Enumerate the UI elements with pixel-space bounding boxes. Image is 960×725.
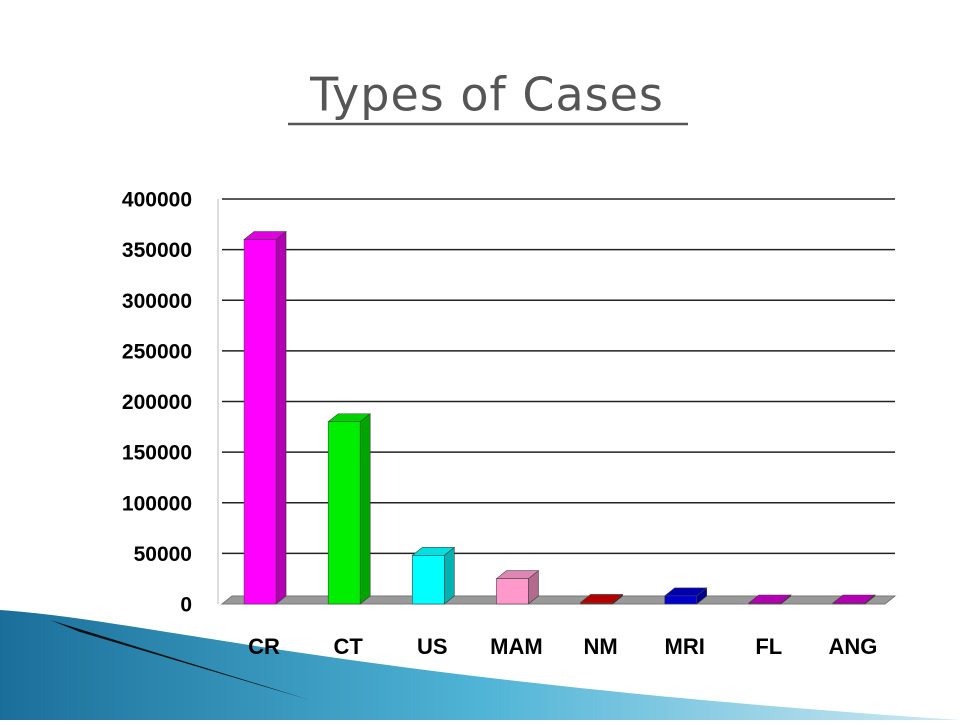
x-tick-label: MRI (665, 634, 705, 659)
bar-top-shade (328, 413, 371, 422)
bar (495, 570, 540, 605)
bar-top-shade (496, 570, 539, 579)
x-tick-label: NM (583, 634, 617, 659)
bar-front (327, 421, 361, 605)
bar-top-shade (580, 594, 623, 603)
floor (220, 595, 897, 605)
chart-title: Types of Cases (309, 68, 664, 122)
y-tick-label: 200000 (122, 391, 192, 414)
bar-front (832, 602, 866, 605)
bar-top-shade (832, 594, 875, 603)
y-tick-label: 150000 (122, 442, 192, 465)
bar (832, 594, 876, 605)
bar-front (748, 602, 782, 605)
x-tick-label: CT (334, 634, 364, 659)
bar-side-shade (360, 413, 371, 604)
swoosh-line (50, 620, 310, 700)
bar-top-shade (664, 587, 707, 596)
bar-front (496, 578, 529, 605)
bar-front (580, 602, 613, 605)
bar (579, 593, 624, 605)
bar-side-shade (444, 547, 455, 604)
y-tick-label: 350000 (122, 239, 192, 262)
y-tick-label: 250000 (122, 340, 192, 363)
bar-front (243, 239, 277, 605)
x-tick-label: US (417, 634, 448, 659)
y-tick-label: 400000 (122, 189, 192, 212)
bar (747, 594, 792, 605)
y-tick-label: 50000 (134, 543, 192, 566)
x-tick-label: ANG (828, 634, 877, 659)
x-tick-label: FL (755, 634, 782, 659)
bar-front (412, 555, 445, 605)
bar (327, 413, 372, 605)
swoosh (0, 610, 960, 720)
y-tick-label: 0 (180, 594, 192, 617)
y-tick-label: 300000 (122, 290, 192, 313)
bar-top-shade (244, 231, 287, 240)
y-tick-label: 100000 (122, 492, 192, 515)
bar (663, 587, 708, 605)
bar-front (664, 595, 697, 605)
x-tick-label: MAM (490, 634, 543, 659)
bar-side-shade (276, 231, 287, 604)
bar-top-shade (412, 547, 455, 556)
x-tick-label: CR (248, 634, 280, 659)
bar (411, 546, 456, 605)
bar-top-shade (748, 594, 791, 603)
bar-side-shade (528, 570, 539, 604)
bar-side-shade (696, 587, 707, 604)
bar (243, 230, 287, 605)
